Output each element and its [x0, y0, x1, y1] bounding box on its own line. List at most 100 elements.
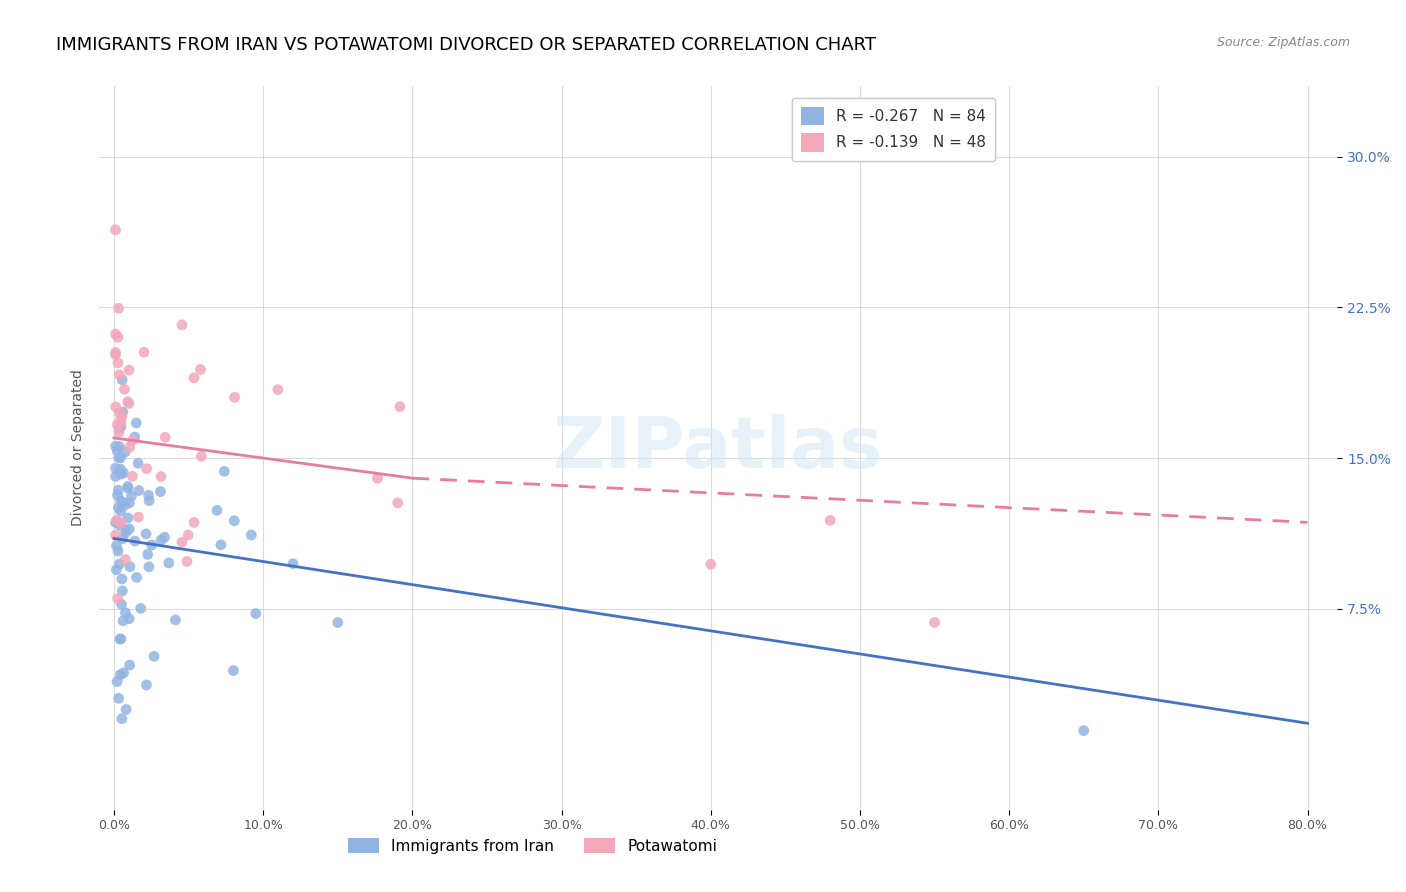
- Point: [117, 479, 139, 493]
- Point: [105, 539, 128, 553]
- Point: [141, 538, 163, 552]
- Point: [104, 223, 127, 237]
- Point: [153, 530, 176, 544]
- Point: [124, 534, 146, 549]
- Legend: R = -0.267   N = 84, R = -0.139   N = 48: R = -0.267 N = 84, R = -0.139 N = 48: [792, 97, 995, 161]
- Point: [127, 510, 149, 524]
- Point: [108, 425, 131, 440]
- Point: [112, 665, 135, 680]
- Point: [111, 584, 134, 599]
- Point: [205, 503, 228, 517]
- Point: [190, 362, 212, 376]
- Point: [118, 440, 141, 454]
- Point: [125, 416, 148, 430]
- Point: [110, 667, 132, 681]
- Point: [281, 557, 304, 571]
- Point: [110, 598, 132, 612]
- Point: [110, 412, 132, 426]
- Point: [177, 528, 200, 542]
- Point: [245, 607, 267, 621]
- Point: [104, 439, 127, 453]
- Point: [105, 513, 128, 527]
- Point: [114, 525, 136, 540]
- Point: [170, 318, 193, 332]
- Point: [110, 632, 132, 646]
- Point: [143, 649, 166, 664]
- Point: [107, 500, 129, 515]
- Point: [117, 394, 139, 409]
- Point: [118, 396, 141, 410]
- Point: [110, 494, 132, 508]
- Point: [124, 430, 146, 444]
- Point: [114, 498, 136, 512]
- Point: [112, 495, 135, 509]
- Point: [110, 419, 132, 434]
- Point: [135, 526, 157, 541]
- Point: [388, 400, 411, 414]
- Point: [118, 522, 141, 536]
- Point: [114, 445, 136, 459]
- Point: [104, 400, 127, 414]
- Point: [105, 417, 128, 432]
- Point: [136, 548, 159, 562]
- Point: [150, 533, 173, 547]
- Point: [108, 440, 131, 454]
- Point: [117, 511, 139, 525]
- Point: [224, 514, 246, 528]
- Point: [110, 504, 132, 518]
- Point: [110, 450, 132, 465]
- Point: [153, 430, 176, 444]
- Point: [105, 563, 128, 577]
- Point: [183, 371, 205, 385]
- Point: [127, 456, 149, 470]
- Point: [120, 489, 142, 503]
- Point: [387, 496, 409, 510]
- Point: [108, 368, 131, 382]
- Point: [110, 462, 132, 476]
- Point: [150, 469, 173, 483]
- Point: [129, 601, 152, 615]
- Point: [111, 373, 134, 387]
- Point: [222, 664, 245, 678]
- Point: [110, 415, 132, 429]
- Point: [1073, 723, 1095, 738]
- Y-axis label: Divorced or Separated: Divorced or Separated: [72, 369, 86, 526]
- Point: [104, 469, 127, 483]
- Point: [170, 535, 193, 549]
- Point: [209, 538, 232, 552]
- Point: [118, 612, 141, 626]
- Text: IMMIGRANTS FROM IRAN VS POTAWATOMI DIVORCED OR SEPARATED CORRELATION CHART: IMMIGRANTS FROM IRAN VS POTAWATOMI DIVOR…: [56, 36, 876, 54]
- Text: Source: ZipAtlas.com: Source: ZipAtlas.com: [1216, 36, 1350, 49]
- Point: [326, 615, 349, 630]
- Point: [132, 345, 155, 359]
- Point: [107, 330, 129, 344]
- Point: [118, 363, 141, 377]
- Point: [111, 712, 134, 726]
- Point: [121, 433, 143, 447]
- Point: [112, 614, 135, 628]
- Point: [111, 572, 134, 586]
- Point: [138, 493, 160, 508]
- Point: [700, 558, 723, 572]
- Point: [176, 554, 198, 568]
- Point: [138, 488, 160, 502]
- Point: [104, 461, 127, 475]
- Point: [121, 469, 143, 483]
- Point: [110, 467, 132, 482]
- Point: [107, 516, 129, 530]
- Point: [105, 674, 128, 689]
- Point: [105, 443, 128, 458]
- Point: [125, 570, 148, 584]
- Point: [115, 523, 138, 537]
- Point: [240, 528, 263, 542]
- Point: [107, 301, 129, 316]
- Point: [924, 615, 946, 630]
- Point: [114, 382, 136, 396]
- Point: [107, 356, 129, 370]
- Point: [107, 544, 129, 558]
- Point: [108, 632, 131, 646]
- Point: [111, 532, 134, 546]
- Point: [104, 516, 127, 530]
- Point: [108, 406, 131, 420]
- Point: [115, 702, 138, 716]
